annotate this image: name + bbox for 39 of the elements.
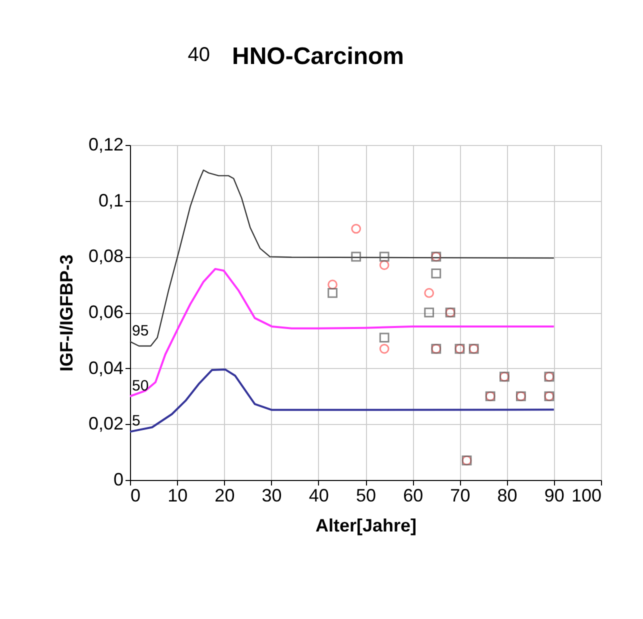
point <box>431 268 442 278</box>
point <box>379 344 390 354</box>
series-label: 95 <box>132 322 149 340</box>
series-label: 50 <box>132 377 149 394</box>
y-tick-label: 0,08 <box>88 246 124 266</box>
y-tick-label: 0,12 <box>88 134 124 154</box>
point <box>379 252 390 262</box>
x-axis-title: Alter[Jahre] <box>315 516 417 536</box>
x-tick-label: 20 <box>214 486 235 506</box>
y-tick-label: 0,04 <box>88 358 124 378</box>
point <box>351 224 362 234</box>
x-tick-label: 60 <box>403 486 424 506</box>
text: 40 <box>188 44 210 66</box>
x-tick-label: 90 <box>544 486 564 506</box>
y-tick-label: 0,1 <box>98 190 124 210</box>
point <box>328 288 338 298</box>
point <box>328 280 338 290</box>
point <box>424 308 434 318</box>
y-tick-label: 0 <box>113 470 124 490</box>
x-tick-label: 80 <box>497 486 518 506</box>
point <box>379 260 390 270</box>
x-tick-label: 50 <box>356 486 376 506</box>
series-label: 5 <box>132 412 140 430</box>
x-tick-label: 10 <box>168 486 188 506</box>
line-series <box>129 268 555 398</box>
x-tick-label: 0 <box>130 486 141 506</box>
x-tick-label: 70 <box>450 486 470 506</box>
point <box>379 332 390 343</box>
y-tick-label: 0,06 <box>88 302 124 322</box>
x-tick-label: 40 <box>308 486 329 506</box>
x-tick-label: 100 <box>571 486 602 506</box>
chart-title: HNO-Carcinom <box>232 43 404 70</box>
point <box>351 252 362 262</box>
y-axis-title: IGF-I/IGFBP-3 <box>56 254 76 372</box>
line-series <box>129 368 555 433</box>
x-tick-label: 30 <box>262 486 282 506</box>
line-series <box>129 170 554 347</box>
point <box>424 288 434 298</box>
y-tick-label: 0,02 <box>88 414 124 434</box>
